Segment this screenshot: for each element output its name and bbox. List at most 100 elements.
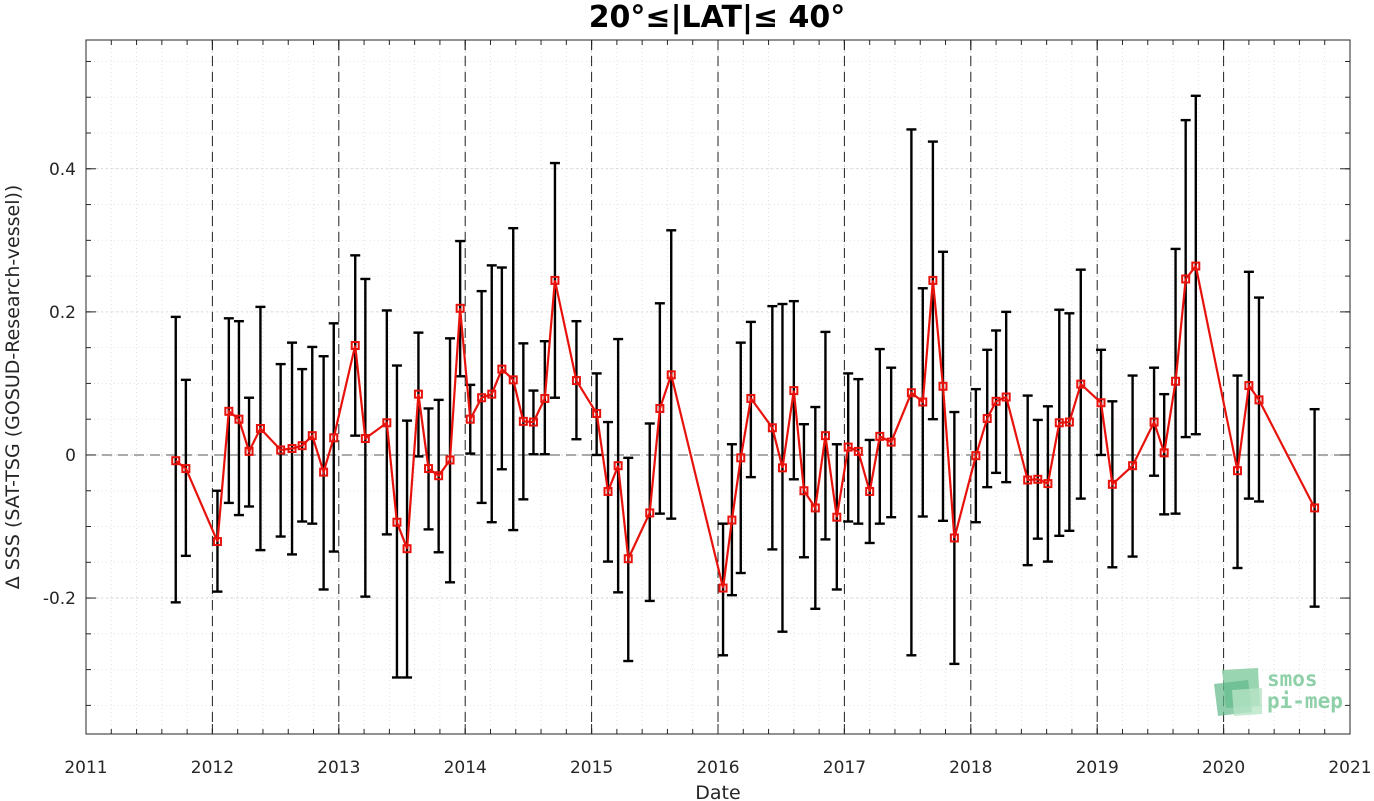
data-point — [307, 431, 317, 441]
x-tick-label: 2018 — [949, 758, 992, 778]
data-point — [497, 364, 507, 374]
data-point — [603, 486, 613, 496]
data-point — [918, 397, 928, 407]
x-tick-label: 2011 — [64, 758, 107, 778]
data-point — [255, 423, 265, 433]
data-point — [360, 434, 370, 444]
logo-mark-icon — [1214, 668, 1262, 716]
data-point — [727, 515, 737, 525]
smos-pi-mep-logo: smos pi-mep — [1214, 667, 1343, 716]
data-point — [540, 393, 550, 403]
data-point — [382, 418, 392, 428]
data-point — [1181, 274, 1191, 284]
data-point — [777, 463, 787, 473]
data-point — [402, 544, 412, 554]
data-point — [613, 461, 623, 471]
year-lines — [211, 40, 1225, 734]
data-point — [445, 455, 455, 465]
x-tick-label: 2015 — [570, 758, 613, 778]
data-point — [465, 414, 475, 424]
data-point — [1064, 417, 1074, 427]
data-point — [928, 275, 938, 285]
data-point — [865, 486, 875, 496]
data-point — [1159, 448, 1169, 458]
data-point — [832, 512, 842, 522]
y-tick-label: 0.2 — [49, 303, 76, 323]
data-point — [1001, 392, 1011, 402]
y-tick-labels: -0.2 0 0.2 0.4 — [43, 160, 76, 609]
data-point — [455, 303, 465, 313]
data-point — [906, 388, 916, 398]
data-point — [434, 471, 444, 481]
data-point — [645, 508, 655, 518]
data-point — [329, 433, 339, 443]
data-point — [886, 437, 896, 447]
data-point — [1023, 475, 1033, 485]
x-tick-label: 2020 — [1202, 758, 1245, 778]
data-point — [1043, 479, 1053, 489]
data-point — [550, 275, 560, 285]
data-point — [971, 451, 981, 461]
data-point — [297, 441, 307, 451]
x-tick-label: 2014 — [444, 758, 487, 778]
plot-frame — [85, 39, 1351, 735]
y-axis-label: Δ SSS (SAT-TSG (GOSUD-Research-vessel)) — [2, 185, 24, 590]
data-point — [623, 554, 633, 564]
y-tick-label: 0.4 — [49, 160, 76, 180]
data-point — [736, 453, 746, 463]
data-point — [528, 417, 538, 427]
data-point — [287, 444, 297, 454]
data-point — [350, 341, 360, 351]
y-tick-label: 0 — [65, 446, 76, 466]
data-point — [244, 446, 254, 456]
data-point — [853, 446, 863, 456]
data-point — [319, 467, 329, 477]
data-markers — [171, 261, 1320, 593]
data-point — [1076, 379, 1086, 389]
data-point — [224, 406, 234, 416]
data-point — [843, 442, 853, 452]
data-point — [571, 376, 581, 386]
data-point — [276, 445, 286, 455]
x-tick-label: 2019 — [1076, 758, 1119, 778]
data-point — [181, 464, 191, 474]
data-point — [1244, 381, 1254, 391]
data-point — [875, 431, 885, 441]
data-point — [949, 533, 959, 543]
x-axis-label: Date — [695, 782, 740, 801]
data-point — [1128, 461, 1138, 471]
data-point — [1107, 479, 1117, 489]
data-point — [1171, 376, 1181, 386]
data-point — [171, 456, 181, 466]
x-tick-label: 2016 — [696, 758, 739, 778]
data-point — [477, 393, 487, 403]
data-point — [746, 393, 756, 403]
x-tick-label: 2017 — [823, 758, 866, 778]
data-point — [424, 464, 434, 474]
data-point — [991, 396, 1001, 406]
data-point — [655, 403, 665, 413]
logo-line1: smos — [1267, 667, 1318, 691]
x-tick-label: 2013 — [317, 758, 360, 778]
data-point — [1149, 417, 1159, 427]
logo-line2: pi-mep — [1267, 689, 1343, 713]
y-tick-label: -0.2 — [43, 589, 76, 609]
data-point — [820, 431, 830, 441]
data-point — [767, 423, 777, 433]
data-point — [1054, 418, 1064, 428]
data-point — [508, 375, 518, 385]
data-point — [1233, 466, 1243, 476]
data-point — [799, 486, 809, 496]
data-point — [1310, 503, 1320, 513]
data-point — [234, 414, 244, 424]
data-point — [413, 389, 423, 399]
data-point — [982, 413, 992, 423]
x-tick-label: 2012 — [191, 758, 234, 778]
data-point — [1191, 261, 1201, 271]
chart-title: 20°≤|LAT|≤ 40° — [589, 0, 846, 35]
data-point — [1096, 398, 1106, 408]
data-point — [938, 381, 948, 391]
data-point — [518, 416, 528, 426]
data-point — [789, 386, 799, 396]
